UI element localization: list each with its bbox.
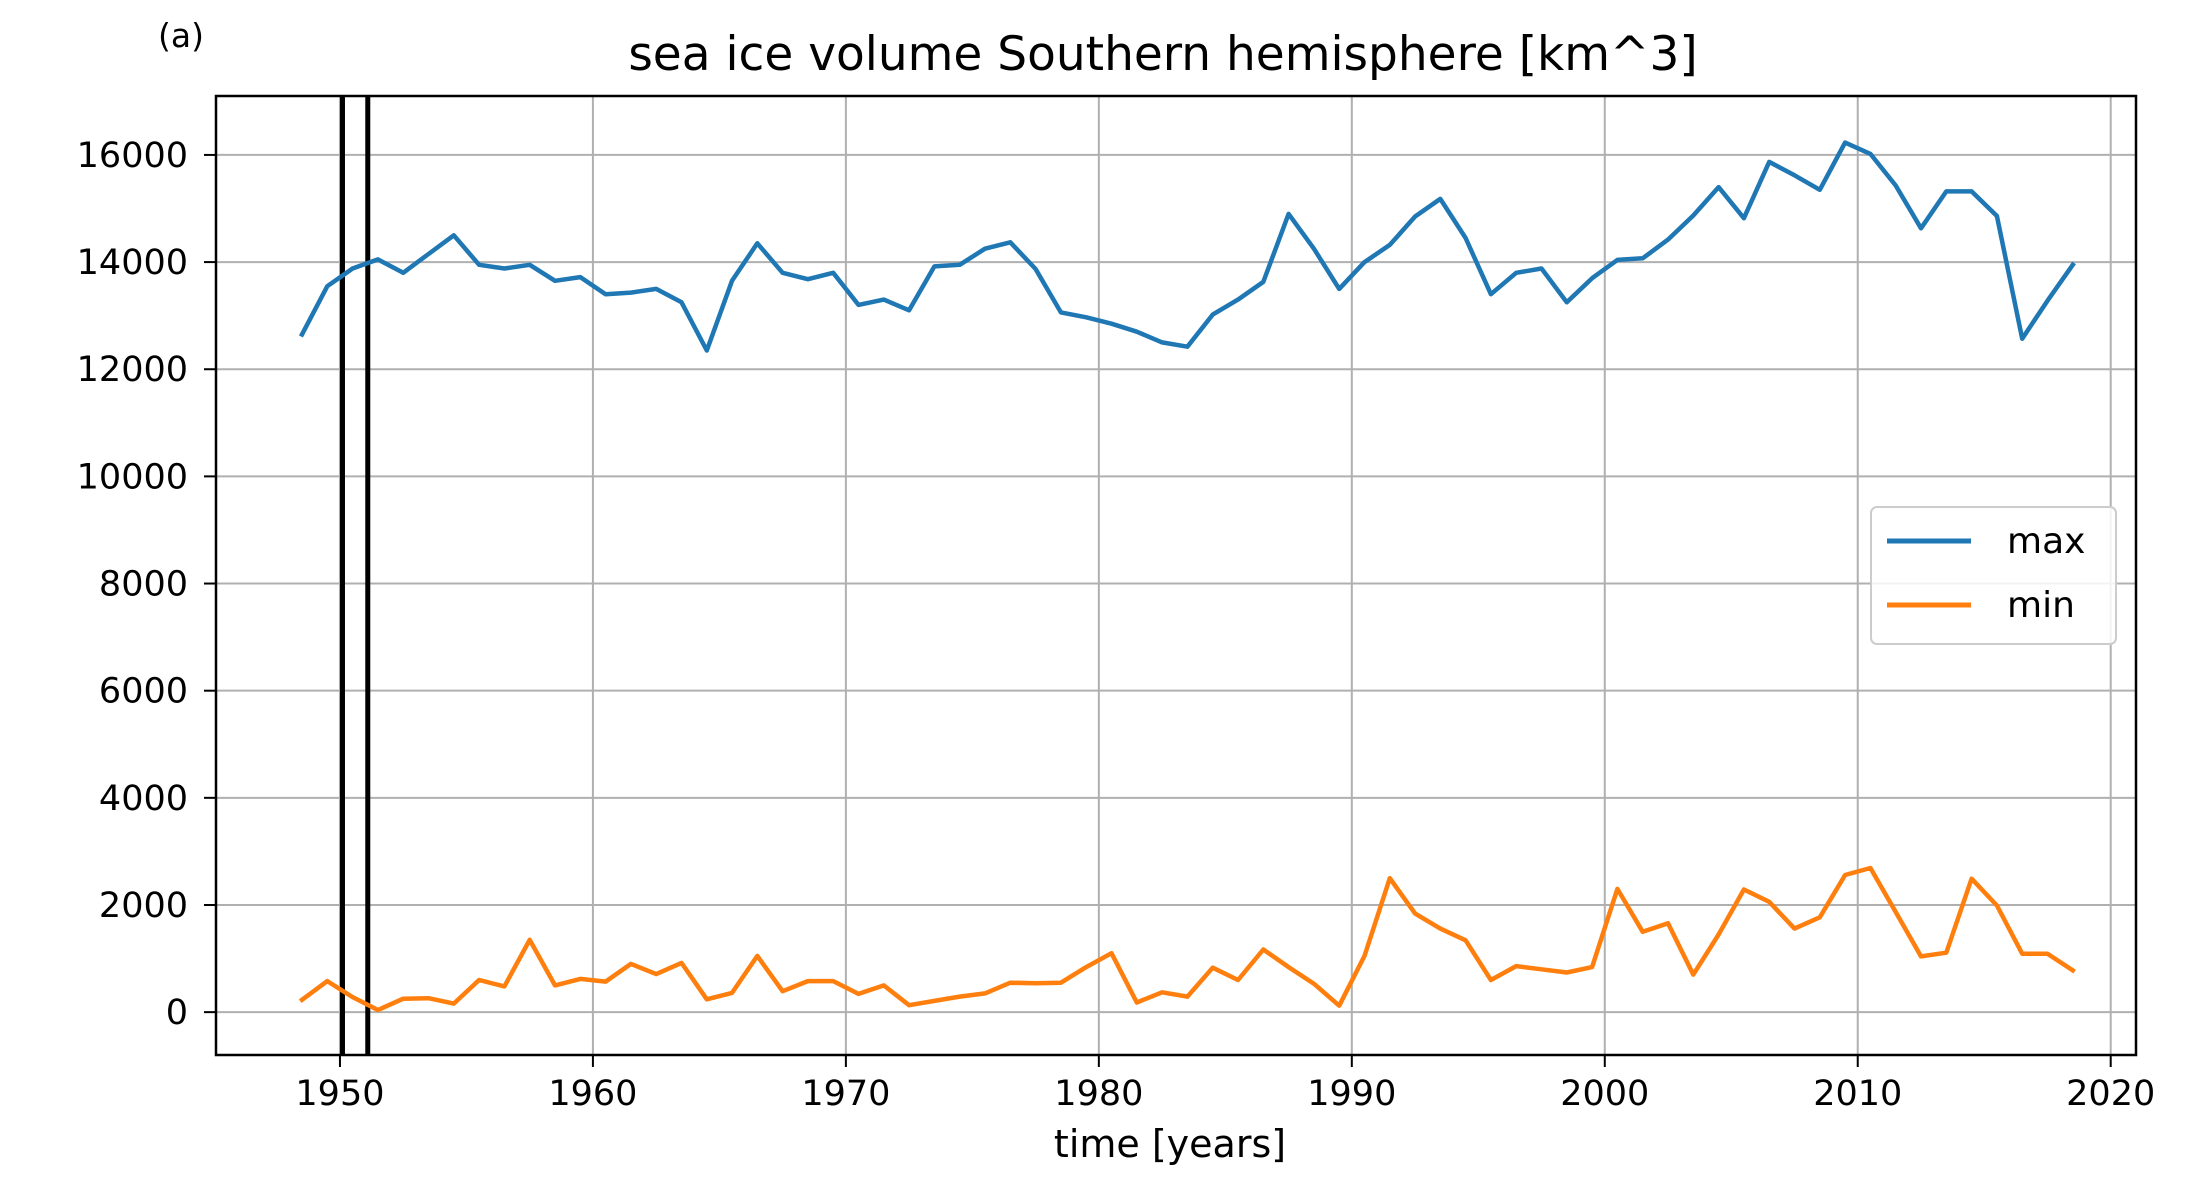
x-axis-ticks: 1950 1960 1970 1980 1990 2000 2010 2020: [295, 1055, 2155, 1114]
x-tick-label: 1980: [1054, 1074, 1143, 1114]
plot-frame: [214, 94, 2138, 1057]
x-tick-label: 1960: [548, 1074, 637, 1114]
y-tick-label: 4000: [99, 779, 188, 819]
series-line-min: [298, 865, 2076, 1013]
y-tick-label: 12000: [77, 350, 188, 390]
grid-layer: [216, 96, 2136, 1055]
x-axis-label: time [years]: [1054, 1122, 1286, 1166]
x-tick-label: 2020: [2066, 1074, 2155, 1114]
x-tick-label: 2010: [1813, 1074, 1902, 1114]
panel-label: (a): [158, 16, 204, 55]
legend: max min: [1870, 506, 2117, 645]
series-line-max: [298, 140, 2076, 353]
y-tick-label: 10000: [77, 457, 188, 497]
chart-title: sea ice volume Southern hemisphere [km^3…: [628, 27, 1697, 82]
series-layer: [298, 140, 2076, 1013]
y-tick-label: 14000: [77, 243, 188, 283]
y-axis-ticks: 0 2000 4000 6000 8000 10000 12000 14000 16000: [77, 136, 216, 1033]
x-tick-label: 2000: [1560, 1074, 1649, 1114]
y-tick-label: 0: [166, 993, 188, 1033]
legend-label-max: max: [2007, 521, 2085, 562]
marker-layer: [339, 96, 371, 1055]
legend-label-min: min: [2007, 585, 2075, 626]
x-tick-label: 1990: [1307, 1074, 1396, 1114]
x-tick-label: 1950: [295, 1074, 384, 1114]
x-tick-label: 1970: [801, 1074, 890, 1114]
y-tick-label: 16000: [77, 136, 188, 176]
y-tick-label: 6000: [99, 672, 188, 712]
y-tick-label: 8000: [99, 565, 188, 605]
y-tick-label: 2000: [99, 886, 188, 926]
